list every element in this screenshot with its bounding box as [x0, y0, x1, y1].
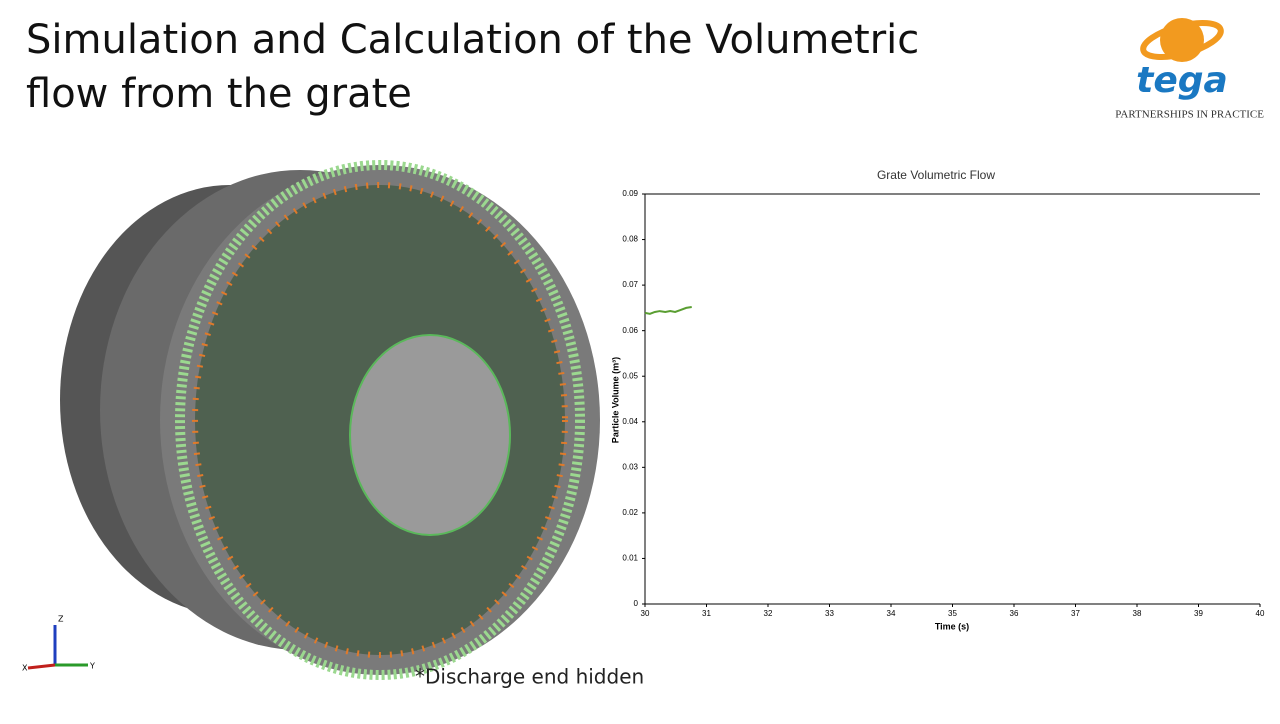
y-tick-label: 0 — [634, 599, 639, 608]
title: Simulation and Calculation of the Volume… — [26, 17, 919, 63]
x-axis-label: Time (s) — [935, 621, 969, 631]
data-line — [644, 305, 692, 315]
grate-ring — [175, 160, 585, 680]
x-tick-label: 38 — [1133, 609, 1142, 618]
trunnion — [349, 334, 511, 536]
x-tick-label: 37 — [1071, 609, 1080, 618]
x-tick-label: 30 — [641, 609, 650, 618]
x-tick-label: 31 — [702, 609, 711, 618]
y-tick-label: 0.03 — [622, 462, 638, 471]
y-tick-label: 0.06 — [622, 326, 638, 335]
mill-render: Z X Y — [22, 160, 600, 680]
title: flow from the grate — [26, 71, 412, 117]
x-tick-label: 34 — [887, 609, 896, 618]
x-tick-label: 40 — [1256, 609, 1265, 618]
x-tick-label: 36 — [1010, 609, 1019, 618]
y-tick-label: 0.07 — [622, 280, 638, 289]
x-tick-label: 33 — [825, 609, 834, 618]
y-tick-label: 0.04 — [622, 417, 638, 426]
axis-label: Z — [58, 615, 64, 624]
axis-x — [27, 663, 56, 670]
x-tick-label: 39 — [1194, 609, 1203, 618]
axis-label: Y — [89, 662, 95, 671]
y-tick-label: 0.01 — [622, 554, 638, 563]
y-axis-label: Particle Volume (m³) — [610, 357, 620, 443]
x-tick-label: 35 — [948, 609, 957, 618]
axis-label: X — [22, 664, 28, 673]
chart-title: Grate Volumetric Flow — [877, 168, 995, 182]
logo-tagline: PARTNERSHIPS IN PRACTICE — [1115, 109, 1264, 121]
logo-disc — [1160, 18, 1204, 62]
y-tick-label: 0.08 — [622, 235, 638, 244]
logo-name: tega — [1136, 60, 1228, 101]
y-tick-label: 0.05 — [622, 371, 638, 380]
particles — [192, 182, 568, 658]
y-tick-label: 0.09 — [622, 189, 638, 198]
caption: *Discharge end hidden — [415, 665, 644, 689]
y-tick-label: 0.02 — [622, 508, 638, 517]
x-tick-label: 32 — [764, 609, 773, 618]
